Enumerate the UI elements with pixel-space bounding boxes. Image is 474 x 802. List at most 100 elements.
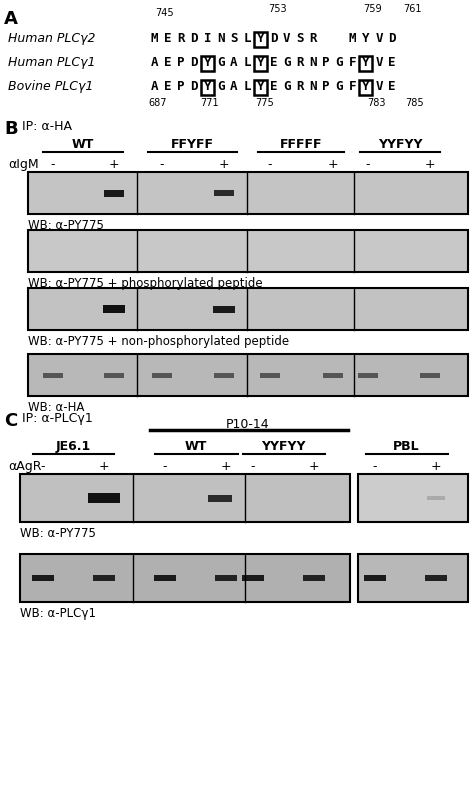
Text: E: E [270, 80, 277, 93]
Text: R: R [296, 80, 303, 93]
Text: Human PLCγ2: Human PLCγ2 [8, 32, 95, 45]
Text: D: D [191, 32, 198, 45]
Text: -: - [373, 460, 377, 473]
Bar [104, 189, 124, 196]
Text: +: + [99, 460, 109, 473]
Text: I: I [204, 32, 211, 45]
Bar [28, 172, 468, 214]
Text: B: B [4, 120, 18, 138]
Bar [152, 372, 172, 378]
Text: 783: 783 [367, 98, 385, 108]
Text: YYFYY: YYFYY [378, 138, 422, 151]
Text: Y: Y [362, 32, 370, 45]
Text: A: A [4, 10, 18, 28]
Text: V: V [375, 56, 383, 69]
Text: M: M [349, 32, 356, 45]
Bar [242, 575, 264, 581]
Text: S: S [296, 32, 303, 45]
Text: G: G [336, 80, 343, 93]
Text: F: F [349, 80, 356, 93]
Text: Y: Y [204, 80, 211, 93]
Text: Y: Y [256, 80, 264, 93]
Bar [358, 554, 468, 602]
Bar [420, 372, 440, 378]
Text: G: G [217, 56, 224, 69]
Text: +: + [431, 460, 441, 473]
Text: M: M [151, 32, 158, 45]
Text: 745: 745 [155, 8, 173, 18]
Text: WB: α-PY775 + phosphorylated peptide: WB: α-PY775 + phosphorylated peptide [28, 277, 263, 290]
Bar [213, 306, 235, 313]
Bar [254, 32, 267, 47]
Bar [359, 80, 373, 95]
Text: WB: α-PLCγ1: WB: α-PLCγ1 [20, 607, 96, 620]
Text: JE6.1: JE6.1 [55, 440, 91, 453]
Bar [323, 372, 343, 378]
Text: 771: 771 [200, 98, 219, 108]
Bar [88, 493, 120, 503]
Text: +: + [309, 460, 319, 473]
Text: +: + [219, 158, 229, 171]
Text: WB: α-HA: WB: α-HA [28, 401, 84, 414]
Text: PBL: PBL [392, 440, 419, 453]
Bar [358, 372, 378, 378]
Text: 687: 687 [148, 98, 166, 108]
Bar [260, 372, 280, 378]
Text: R: R [177, 32, 185, 45]
Bar [20, 554, 350, 602]
Bar [358, 474, 468, 522]
Text: E: E [164, 56, 172, 69]
Bar [20, 474, 350, 522]
Text: V: V [375, 80, 383, 93]
Text: D: D [191, 80, 198, 93]
Bar [28, 354, 468, 396]
Bar [93, 575, 115, 581]
Text: A: A [230, 56, 237, 69]
Text: 785: 785 [405, 98, 424, 108]
Text: Y: Y [362, 80, 370, 93]
Text: E: E [270, 56, 277, 69]
Text: +: + [109, 158, 119, 171]
Text: 775: 775 [255, 98, 274, 108]
Text: E: E [389, 80, 396, 93]
Text: Human PLCγ1: Human PLCγ1 [8, 56, 95, 69]
Bar [427, 496, 445, 500]
Text: WT: WT [72, 138, 94, 151]
Text: -: - [163, 460, 167, 473]
Text: G: G [336, 56, 343, 69]
Text: R: R [296, 56, 303, 69]
Bar [104, 372, 124, 378]
Text: FFFFF: FFFFF [280, 138, 322, 151]
Text: P10-14: P10-14 [226, 418, 270, 431]
Bar [254, 80, 267, 95]
Text: -: - [51, 158, 55, 171]
Text: IP: α-PLCγ1: IP: α-PLCγ1 [22, 412, 93, 425]
Text: αAgR: αAgR [8, 460, 42, 473]
Text: -: - [366, 158, 370, 171]
Text: P: P [177, 56, 185, 69]
Text: D: D [270, 32, 277, 45]
Text: N: N [309, 80, 317, 93]
Bar [359, 56, 373, 71]
Bar [201, 56, 214, 71]
Text: -: - [268, 158, 272, 171]
Text: Bovine PLCγ1: Bovine PLCγ1 [8, 80, 93, 93]
Text: +: + [425, 158, 435, 171]
Text: Y: Y [204, 56, 211, 69]
Text: A: A [151, 56, 158, 69]
Text: Y: Y [362, 56, 370, 69]
Bar [32, 575, 54, 581]
Text: P: P [322, 80, 330, 93]
Text: YYFYY: YYFYY [261, 440, 305, 453]
Text: -: - [251, 460, 255, 473]
Bar [208, 495, 232, 501]
Bar [214, 372, 234, 378]
Text: P: P [177, 80, 185, 93]
Bar [303, 575, 325, 581]
Text: A: A [230, 80, 237, 93]
Text: G: G [283, 80, 291, 93]
Bar [43, 372, 63, 378]
Text: +: + [221, 460, 231, 473]
Text: P: P [322, 56, 330, 69]
Text: -: - [160, 158, 164, 171]
